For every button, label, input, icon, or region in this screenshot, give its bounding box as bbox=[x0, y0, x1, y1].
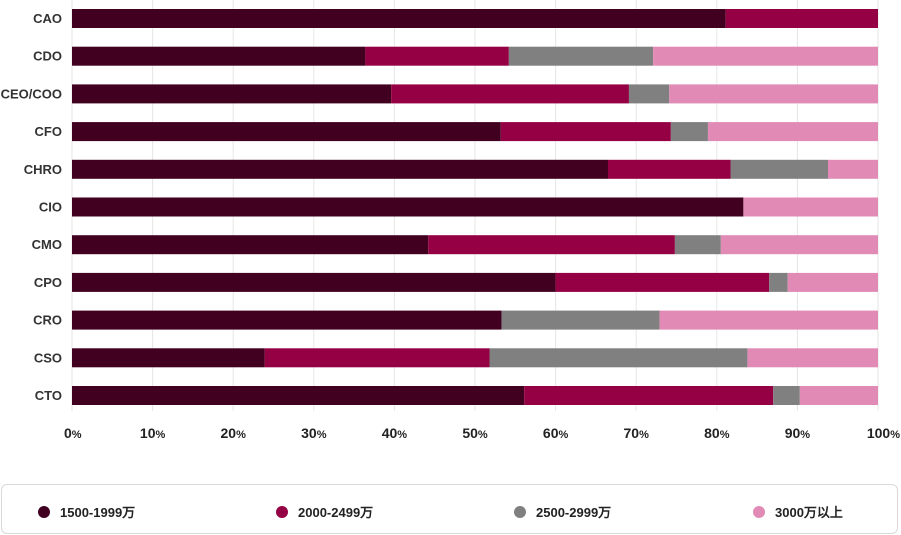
bar-segment bbox=[72, 386, 525, 405]
bar-segment bbox=[72, 310, 502, 330]
category-label: CIO bbox=[39, 200, 62, 215]
category-label: CFO bbox=[35, 124, 62, 139]
stacked-bar-chart: CAO CDO CEO/COO CFO CHRO CIO CMO CPO CRO CSO CTO 0… bbox=[1, 0, 900, 441]
category-label: CRO bbox=[33, 313, 62, 328]
x-tick-label: 10% bbox=[140, 425, 166, 441]
category-label: CEO/COO bbox=[1, 86, 62, 101]
legend-label: 2500-2999万 bbox=[536, 505, 612, 520]
bar-segment bbox=[501, 310, 660, 330]
bar-segment bbox=[674, 235, 721, 255]
bar-segment bbox=[707, 122, 878, 142]
bar-segment bbox=[72, 197, 744, 217]
bar-segment bbox=[653, 46, 878, 66]
bar-segment bbox=[524, 386, 774, 405]
bar-segment bbox=[607, 159, 731, 179]
category-label: CPO bbox=[34, 275, 62, 290]
category-labels: CAO CDO CEO/COO CFO CHRO CIO CMO CPO CRO CSO CTO bbox=[1, 11, 62, 403]
bar-segment bbox=[72, 122, 501, 142]
bar-segment bbox=[365, 46, 509, 66]
category-label: CDO bbox=[33, 49, 62, 64]
category-label: CMO bbox=[32, 237, 62, 252]
bar-segment bbox=[787, 272, 878, 292]
bar-segment bbox=[670, 122, 708, 142]
bar-segment bbox=[72, 348, 265, 368]
legend-swatch bbox=[514, 505, 526, 518]
x-tick-labels: 0% 10% 20% 30% 40% 50% 60% 70% 80% 90% 100% bbox=[64, 425, 900, 441]
bar-segment bbox=[659, 310, 878, 330]
legend-item-2000-2499: 2000-2499万 bbox=[276, 502, 373, 521]
bar-segment bbox=[72, 9, 726, 28]
bar-segment bbox=[773, 386, 800, 405]
bars bbox=[72, 9, 878, 405]
x-tick-label: 70% bbox=[624, 425, 650, 441]
bar-segment bbox=[555, 272, 770, 292]
bar-segment bbox=[769, 272, 788, 292]
legend-item-2500-2999: 2500-2999万 bbox=[514, 502, 611, 521]
bar-segment bbox=[72, 272, 556, 292]
x-tick-label: 50% bbox=[462, 425, 488, 441]
legend: 1500-1999万 2000-2499万 2500-2999万 3000万以上 bbox=[1, 484, 898, 534]
category-label: CHRO bbox=[24, 162, 62, 177]
x-tick-label: 30% bbox=[301, 425, 327, 441]
bar-segment bbox=[72, 46, 366, 66]
legend-item-1500-1999: 1500-1999万 bbox=[38, 502, 135, 521]
x-tick-label: 90% bbox=[785, 425, 811, 441]
x-tick-label: 80% bbox=[704, 425, 730, 441]
bar-segment bbox=[72, 235, 429, 255]
legend-swatch bbox=[753, 505, 765, 518]
bar-segment bbox=[508, 46, 654, 66]
bar-segment bbox=[720, 235, 878, 255]
bar-segment bbox=[72, 159, 608, 179]
x-tick-label: 0% bbox=[64, 425, 82, 441]
bar-segment bbox=[391, 84, 629, 104]
bar-segment bbox=[730, 159, 829, 179]
legend-label: 2000-2499万 bbox=[298, 505, 374, 520]
category-label: CTO bbox=[35, 388, 62, 403]
bar-segment bbox=[799, 386, 878, 405]
category-label: CAO bbox=[33, 11, 62, 26]
bar-segment bbox=[72, 84, 392, 104]
bar-segment bbox=[828, 159, 878, 179]
x-tick-label: 60% bbox=[543, 425, 569, 441]
bar-segment bbox=[500, 122, 671, 142]
category-label: CSO bbox=[34, 350, 62, 365]
legend-label: 1500-1999万 bbox=[60, 505, 136, 520]
bar-segment bbox=[628, 84, 670, 104]
legend-item-3000-plus: 3000万以上 bbox=[753, 502, 843, 521]
bar-segment bbox=[725, 9, 878, 28]
bar-segment bbox=[428, 235, 675, 255]
bar-segment bbox=[264, 348, 490, 368]
bar-segment bbox=[743, 197, 878, 217]
bar-segment bbox=[669, 84, 878, 104]
bar-segment bbox=[489, 348, 748, 368]
x-tick-label: 20% bbox=[221, 425, 247, 441]
x-tick-label: 100% bbox=[867, 425, 900, 441]
legend-label: 3000万以上 bbox=[775, 505, 843, 520]
bar-segment bbox=[747, 348, 878, 368]
legend-swatch bbox=[38, 505, 50, 518]
x-tick-label: 40% bbox=[382, 425, 408, 441]
legend-swatch bbox=[276, 505, 288, 518]
